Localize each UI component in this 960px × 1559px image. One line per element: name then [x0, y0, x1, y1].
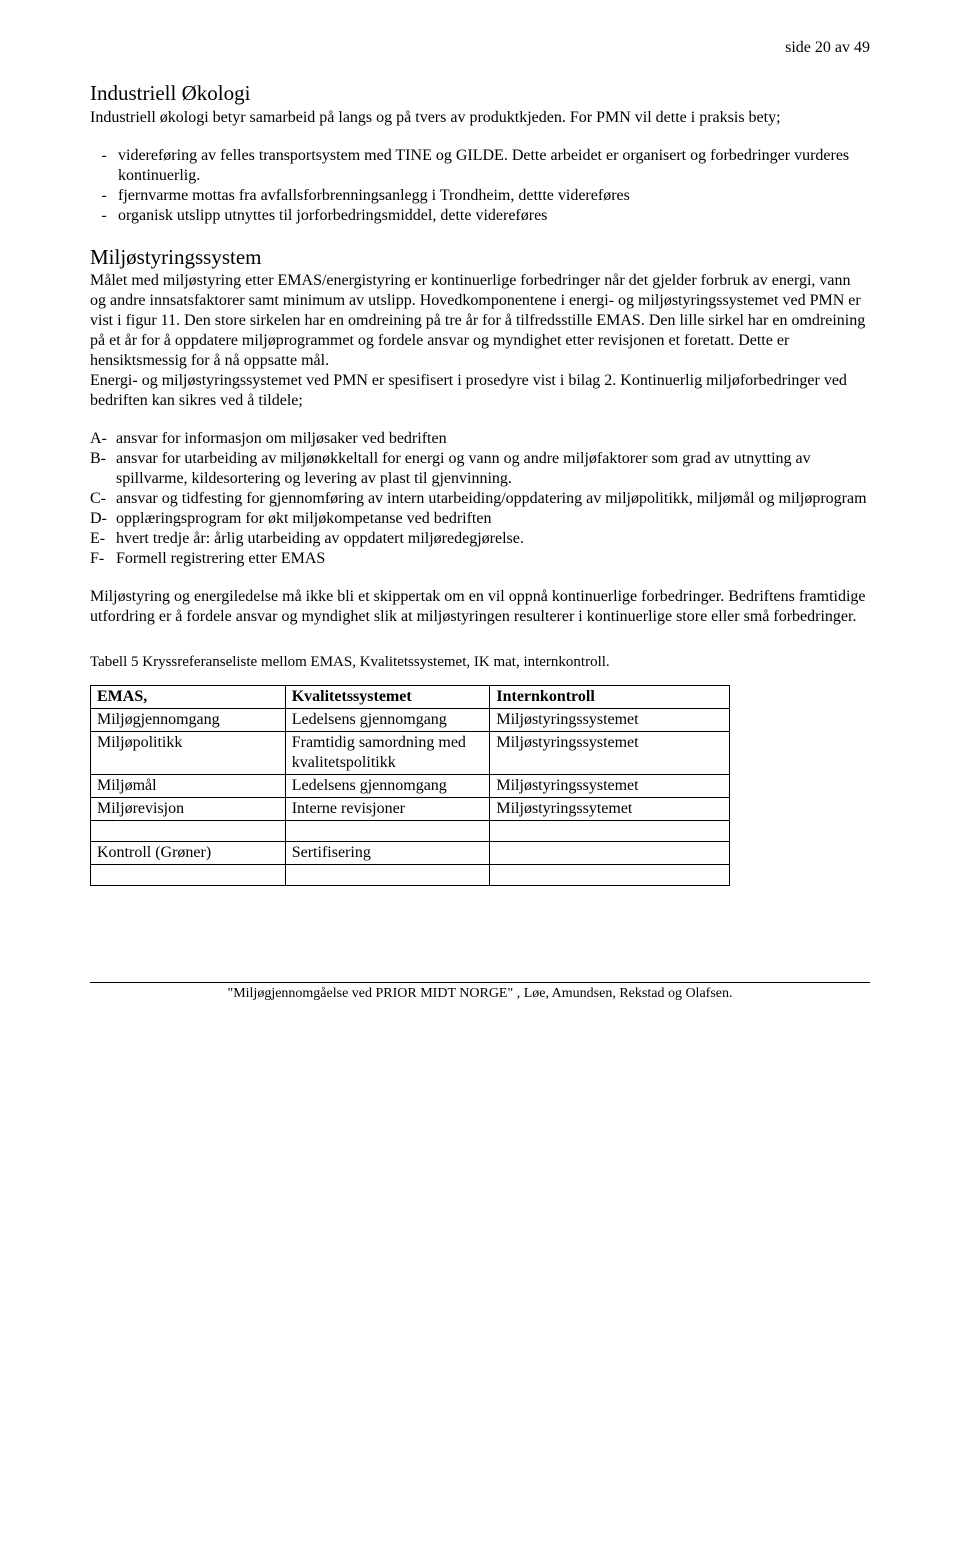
table-row: Kontroll (Grøner) Sertifisering	[91, 842, 730, 865]
body-paragraph-3: Miljøstyring og energiledelse må ikke bl…	[90, 587, 870, 627]
intro-paragraph: Industriell økologi betyr samarbeid på l…	[90, 108, 870, 128]
letter-text: hvert tredje år: årlig utarbeiding av op…	[116, 529, 870, 549]
table-cell: Miljørevisjon	[91, 798, 286, 821]
letter-label: F-	[90, 549, 116, 569]
letter-label: C-	[90, 489, 116, 509]
heading-miljostyringssystem: Miljøstyringssystem	[90, 244, 870, 270]
letter-text: ansvar for informasjon om miljøsaker ved…	[116, 429, 870, 449]
table-header: EMAS,	[91, 686, 286, 709]
table-cell: Miljøstyringssystemet	[490, 775, 730, 798]
body-paragraph-1: Målet med miljøstyring etter EMAS/energi…	[90, 271, 870, 371]
list-item: D- opplæringsprogram for økt miljøkompet…	[90, 509, 870, 529]
table-cell: Miljøgjennomgang	[91, 709, 286, 732]
table-cell	[490, 865, 730, 886]
list-item: E- hvert tredje år: årlig utarbeiding av…	[90, 529, 870, 549]
letter-label: B-	[90, 449, 116, 489]
table-row: Miljørevisjon Interne revisjoner Miljøst…	[91, 798, 730, 821]
list-item: - videreføring av felles transportsystem…	[90, 146, 870, 186]
letter-text: ansvar og tidfesting for gjennomføring a…	[116, 489, 870, 509]
table-row: Miljømål Ledelsens gjennomgang Miljøstyr…	[91, 775, 730, 798]
table-row: Miljøpolitikk Framtidig samordning med k…	[91, 732, 730, 775]
list-item: A- ansvar for informasjon om miljøsaker …	[90, 429, 870, 449]
table-cell: Ledelsens gjennomgang	[285, 775, 490, 798]
bullet-dash-icon: -	[90, 186, 118, 206]
table-cell: Miljøstyringssystemet	[490, 732, 730, 775]
table-cell: Interne revisjoner	[285, 798, 490, 821]
letter-text: Formell registrering etter EMAS	[116, 549, 870, 569]
bullet-text: fjernvarme mottas fra avfallsforbrenning…	[118, 186, 870, 206]
table-header: Internkontroll	[490, 686, 730, 709]
page-footer: "Miljøgjennomgåelse ved PRIOR MIDT NORGE…	[90, 982, 870, 1003]
table-row: Miljøgjennomgang Ledelsens gjennomgang M…	[91, 709, 730, 732]
heading-industriell-okologi: Industriell Økologi	[90, 80, 870, 106]
body-paragraph-2: Energi- og miljøstyringssystemet ved PMN…	[90, 371, 870, 411]
table-cell: Kontroll (Grøner)	[91, 842, 286, 865]
table-cell: Sertifisering	[285, 842, 490, 865]
table-cell	[285, 821, 490, 842]
letter-label: E-	[90, 529, 116, 549]
table-cell	[490, 842, 730, 865]
letter-label: D-	[90, 509, 116, 529]
letter-text: opplæringsprogram for økt miljøkompetans…	[116, 509, 870, 529]
bullet-dash-icon: -	[90, 206, 118, 226]
table-cell: Miljøstyringssystemet	[490, 709, 730, 732]
list-item: C- ansvar og tidfesting for gjennomførin…	[90, 489, 870, 509]
bullet-text: organisk utslipp utnyttes til jorforbedr…	[118, 206, 870, 226]
table-row: EMAS, Kvalitetssystemet Internkontroll	[91, 686, 730, 709]
table-row	[91, 865, 730, 886]
letter-text: ansvar for utarbeiding av miljønøkkeltal…	[116, 449, 870, 489]
bullet-dash-icon: -	[90, 146, 118, 186]
table-cell: Framtidig samordning med kvalitetspoliti…	[285, 732, 490, 775]
table-cell	[91, 821, 286, 842]
table-row	[91, 821, 730, 842]
table-cell	[490, 821, 730, 842]
bullet-text: videreføring av felles transportsystem m…	[118, 146, 870, 186]
table-caption: Tabell 5 Kryssreferanseliste mellom EMAS…	[90, 653, 870, 672]
table-cell: Miljøstyringssytemet	[490, 798, 730, 821]
table-header: Kvalitetssystemet	[285, 686, 490, 709]
list-item: F- Formell registrering etter EMAS	[90, 549, 870, 569]
letter-label: A-	[90, 429, 116, 449]
list-item: B- ansvar for utarbeiding av miljønøkkel…	[90, 449, 870, 489]
table-cell: Miljømål	[91, 775, 286, 798]
table-cell: Ledelsens gjennomgang	[285, 709, 490, 732]
letter-list: A- ansvar for informasjon om miljøsaker …	[90, 429, 870, 569]
list-item: - fjernvarme mottas fra avfallsforbrenni…	[90, 186, 870, 206]
page-number: side 20 av 49	[90, 38, 870, 58]
table-cell	[91, 865, 286, 886]
cross-reference-table: EMAS, Kvalitetssystemet Internkontroll M…	[90, 685, 730, 886]
table-cell: Miljøpolitikk	[91, 732, 286, 775]
table-cell	[285, 865, 490, 886]
bullet-list-1: - videreføring av felles transportsystem…	[90, 146, 870, 226]
list-item: - organisk utslipp utnyttes til jorforbe…	[90, 206, 870, 226]
